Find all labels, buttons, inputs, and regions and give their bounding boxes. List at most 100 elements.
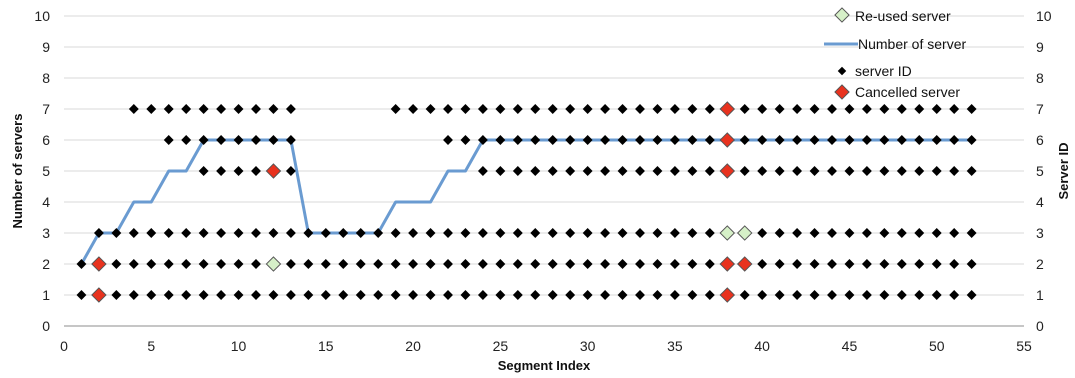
server-id-point (739, 104, 750, 114)
server-id-point (827, 135, 837, 145)
server-id-point (216, 135, 227, 145)
server-id-point (268, 290, 279, 300)
x-tick-label: 5 (147, 338, 155, 354)
cancelled-server-point (91, 256, 107, 272)
server-id-point (669, 104, 680, 114)
server-id-point (774, 135, 785, 145)
server-id-point (251, 104, 261, 114)
server-id-point (949, 135, 960, 145)
server-id-point (512, 228, 523, 238)
server-id-point (861, 259, 872, 269)
server-id-point (792, 135, 803, 145)
server-id-point (582, 166, 593, 176)
server-id-point (477, 104, 488, 114)
y-left-tick-label: 3 (42, 225, 50, 241)
y-left-tick-label: 9 (42, 39, 50, 55)
legend-number-label: Number of server (858, 36, 966, 52)
server-id-point (285, 290, 296, 300)
server-id-point (460, 259, 471, 269)
server-id-point (792, 104, 803, 114)
server-id-point (530, 290, 541, 300)
server-id-point (530, 104, 541, 114)
server-id-point (163, 259, 174, 269)
series-line-number-of-server (80, 138, 972, 265)
server-id-point (111, 290, 122, 300)
server-id-point (600, 228, 611, 238)
y-right-tick-label: 7 (1036, 101, 1044, 117)
server-id-point (425, 259, 436, 269)
server-id-point (285, 135, 296, 145)
server-id-point (687, 166, 698, 176)
server-id-point (827, 259, 837, 269)
server-id-point (355, 228, 366, 238)
server-id-point (163, 104, 174, 114)
server-id-point (582, 290, 593, 300)
legend-reused-marker (834, 7, 850, 23)
x-tick-label: 50 (929, 338, 945, 354)
x-axis-title: Segment Index (498, 358, 591, 373)
y-right-tick-label: 5 (1036, 163, 1044, 179)
server-id-point (495, 104, 506, 114)
server-id-point (669, 135, 680, 145)
server-id-point (530, 135, 541, 145)
server-id-point (408, 104, 419, 114)
server-id-point (757, 166, 768, 176)
server-id-point (251, 166, 261, 176)
server-id-point (530, 228, 541, 238)
server-id-point (617, 228, 628, 238)
server-id-point (879, 228, 890, 238)
server-id-point (477, 259, 488, 269)
server-id-point (582, 104, 593, 114)
y-left-tick-label: 7 (42, 101, 50, 117)
server-id-point (896, 259, 907, 269)
server-id-point (949, 259, 960, 269)
server-id-point (216, 259, 227, 269)
server-id-point (547, 228, 558, 238)
server-id-point (774, 290, 785, 300)
x-tick-label: 25 (493, 338, 509, 354)
server-id-point (460, 104, 471, 114)
server-id-point (739, 135, 750, 145)
server-id-point (216, 104, 227, 114)
y-left-tick-label: 0 (42, 318, 50, 334)
server-id-point (285, 228, 296, 238)
server-id-point (931, 290, 942, 300)
server-id-point (652, 228, 663, 238)
server-id-point (914, 259, 925, 269)
server-id-point (704, 228, 715, 238)
y-left-tick-label: 10 (34, 8, 50, 24)
legend-cancelled-marker (834, 84, 850, 100)
server-id-point (966, 228, 977, 238)
server-id-point (233, 104, 244, 114)
server-id-point (966, 259, 977, 269)
server-id-point (949, 290, 960, 300)
y-left-axis-title: Number of servers (10, 114, 25, 229)
server-id-point (600, 104, 611, 114)
server-id-point (512, 135, 523, 145)
server-id-point (181, 290, 192, 300)
server-id-point (635, 228, 645, 238)
y-right-tick-labels: 0 1 2 3 4 5 6 7 8 9 10 (1036, 8, 1052, 334)
server-id-point (635, 290, 645, 300)
server-id-point (268, 104, 279, 114)
server-id-point (198, 104, 209, 114)
server-id-point (338, 228, 349, 238)
server-id-point (774, 166, 785, 176)
server-id-point (896, 166, 907, 176)
server-id-point (617, 166, 628, 176)
server-id-point (827, 290, 837, 300)
server-id-point (547, 135, 558, 145)
server-id-point (757, 228, 768, 238)
server-id-point (390, 290, 401, 300)
server-id-point (669, 290, 680, 300)
y-right-tick-label: 6 (1036, 132, 1044, 148)
server-id-point (146, 104, 157, 114)
server-id-point (635, 166, 645, 176)
cancelled-server-point (719, 287, 736, 303)
x-tick-label: 45 (842, 338, 858, 354)
server-id-point (425, 104, 436, 114)
server-id-point (879, 166, 890, 176)
server-id-point (495, 166, 506, 176)
server-id-point (512, 166, 523, 176)
server-id-point (600, 259, 611, 269)
